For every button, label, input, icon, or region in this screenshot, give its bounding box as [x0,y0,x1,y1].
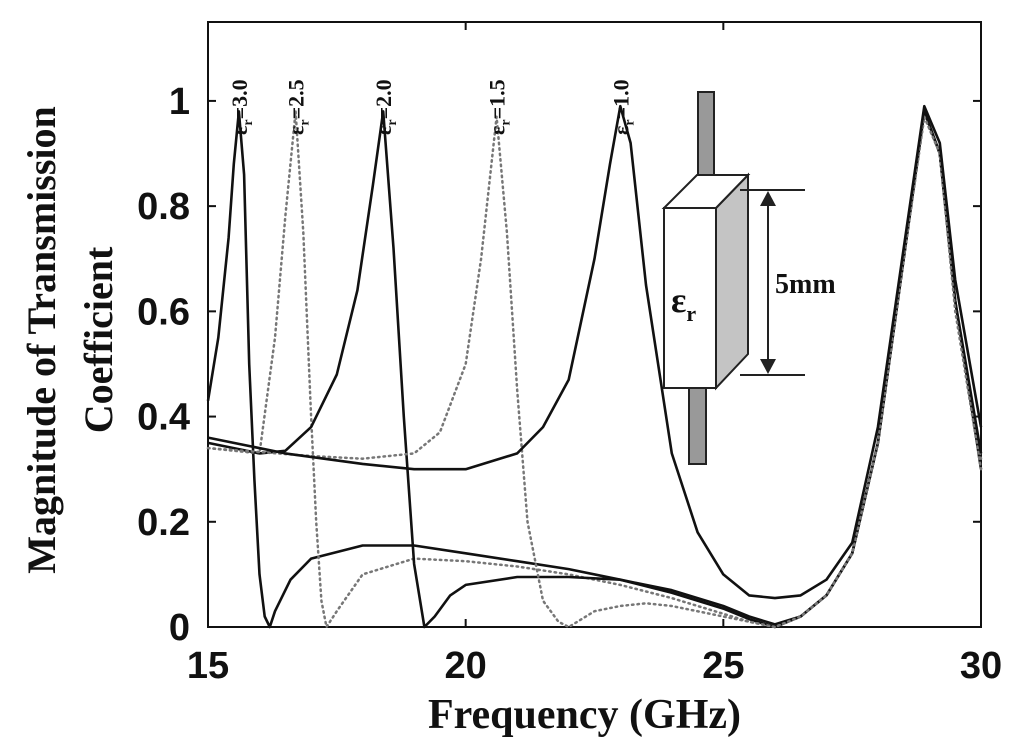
inset-arrowhead-down [760,359,776,374]
y-tick-label: 0.8 [137,186,190,228]
y-tick-label: 0.6 [137,291,190,333]
series-line-3 [207,110,983,629]
inset-arrowhead-up [760,191,776,206]
inset-diagram: εr 5mm [661,91,836,465]
inset-epsilon-label: εr [671,280,696,326]
series-line-5 [207,104,983,600]
y-axis-title-line2: Coefficient [76,246,121,433]
peak-label: εr=1.0 [608,79,637,135]
y-tick-label: 0 [169,607,190,649]
y-tick-label: 1 [169,81,190,123]
series-line-4 [206,115,983,629]
inset-dimension-label: 5mm [775,269,836,300]
peak-label: εr=1.5 [485,79,514,135]
peak-label: εr=2.5 [284,79,313,135]
x-tick-label: 25 [702,645,744,687]
inset-block-side [715,172,749,391]
y-tick-label: 0.4 [137,397,190,439]
inset-pin-top [697,91,715,189]
series-line-2 [206,110,983,629]
y-axis-title-line1: Magnitude of Transmission [19,106,64,573]
x-axis-title: Frequency (GHz) [428,692,741,738]
peak-label: εr=2.0 [371,79,400,135]
inset-pin-bottom [688,387,707,465]
x-tick-label: 20 [445,645,487,687]
x-tick-label: 15 [187,645,229,687]
plot-layer: 15 20 25 30 0 0.2 0.4 0.6 0.8 1 Frequency (GHz) Mag… [19,21,1002,738]
x-tick-label: 30 [960,645,1002,687]
y-tick-label: 0.2 [137,502,190,544]
plot-frame [207,21,982,628]
peak-label: εr=3.0 [227,79,256,135]
series-line-1 [206,110,983,629]
